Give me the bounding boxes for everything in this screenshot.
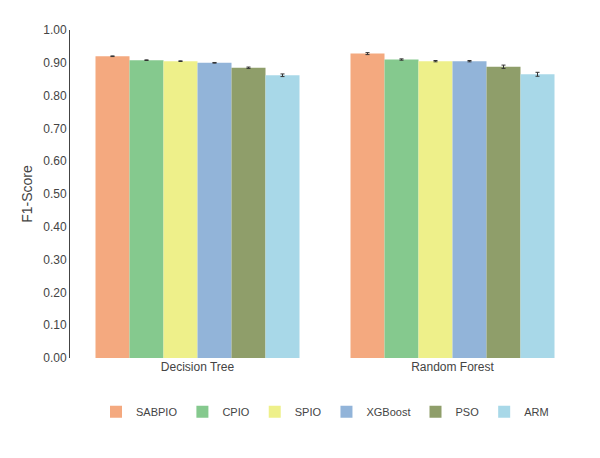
svg-text:0.70: 0.70 bbox=[43, 122, 67, 136]
svg-text:0.00: 0.00 bbox=[43, 351, 67, 365]
svg-text:XGBoost: XGBoost bbox=[366, 406, 410, 418]
svg-text:Decision Tree: Decision Tree bbox=[161, 360, 235, 374]
svg-text:SPIO: SPIO bbox=[295, 406, 322, 418]
svg-text:SABPIO: SABPIO bbox=[136, 406, 177, 418]
svg-text:0.50: 0.50 bbox=[43, 187, 67, 201]
svg-text:0.10: 0.10 bbox=[43, 318, 67, 332]
svg-text:ARM: ARM bbox=[524, 406, 548, 418]
svg-text:0.80: 0.80 bbox=[43, 89, 67, 103]
svg-text:0.60: 0.60 bbox=[43, 154, 67, 168]
svg-text:Random Forest: Random Forest bbox=[411, 360, 494, 374]
svg-text:PSO: PSO bbox=[456, 406, 480, 418]
svg-text:F1-Score: F1-Score bbox=[19, 165, 35, 223]
svg-text:0.90: 0.90 bbox=[43, 56, 67, 70]
svg-text:0.20: 0.20 bbox=[43, 286, 67, 300]
svg-text:1.00: 1.00 bbox=[43, 23, 67, 37]
svg-text:0.30: 0.30 bbox=[43, 253, 67, 267]
svg-text:0.40: 0.40 bbox=[43, 220, 67, 234]
svg-text:CPIO: CPIO bbox=[222, 406, 249, 418]
